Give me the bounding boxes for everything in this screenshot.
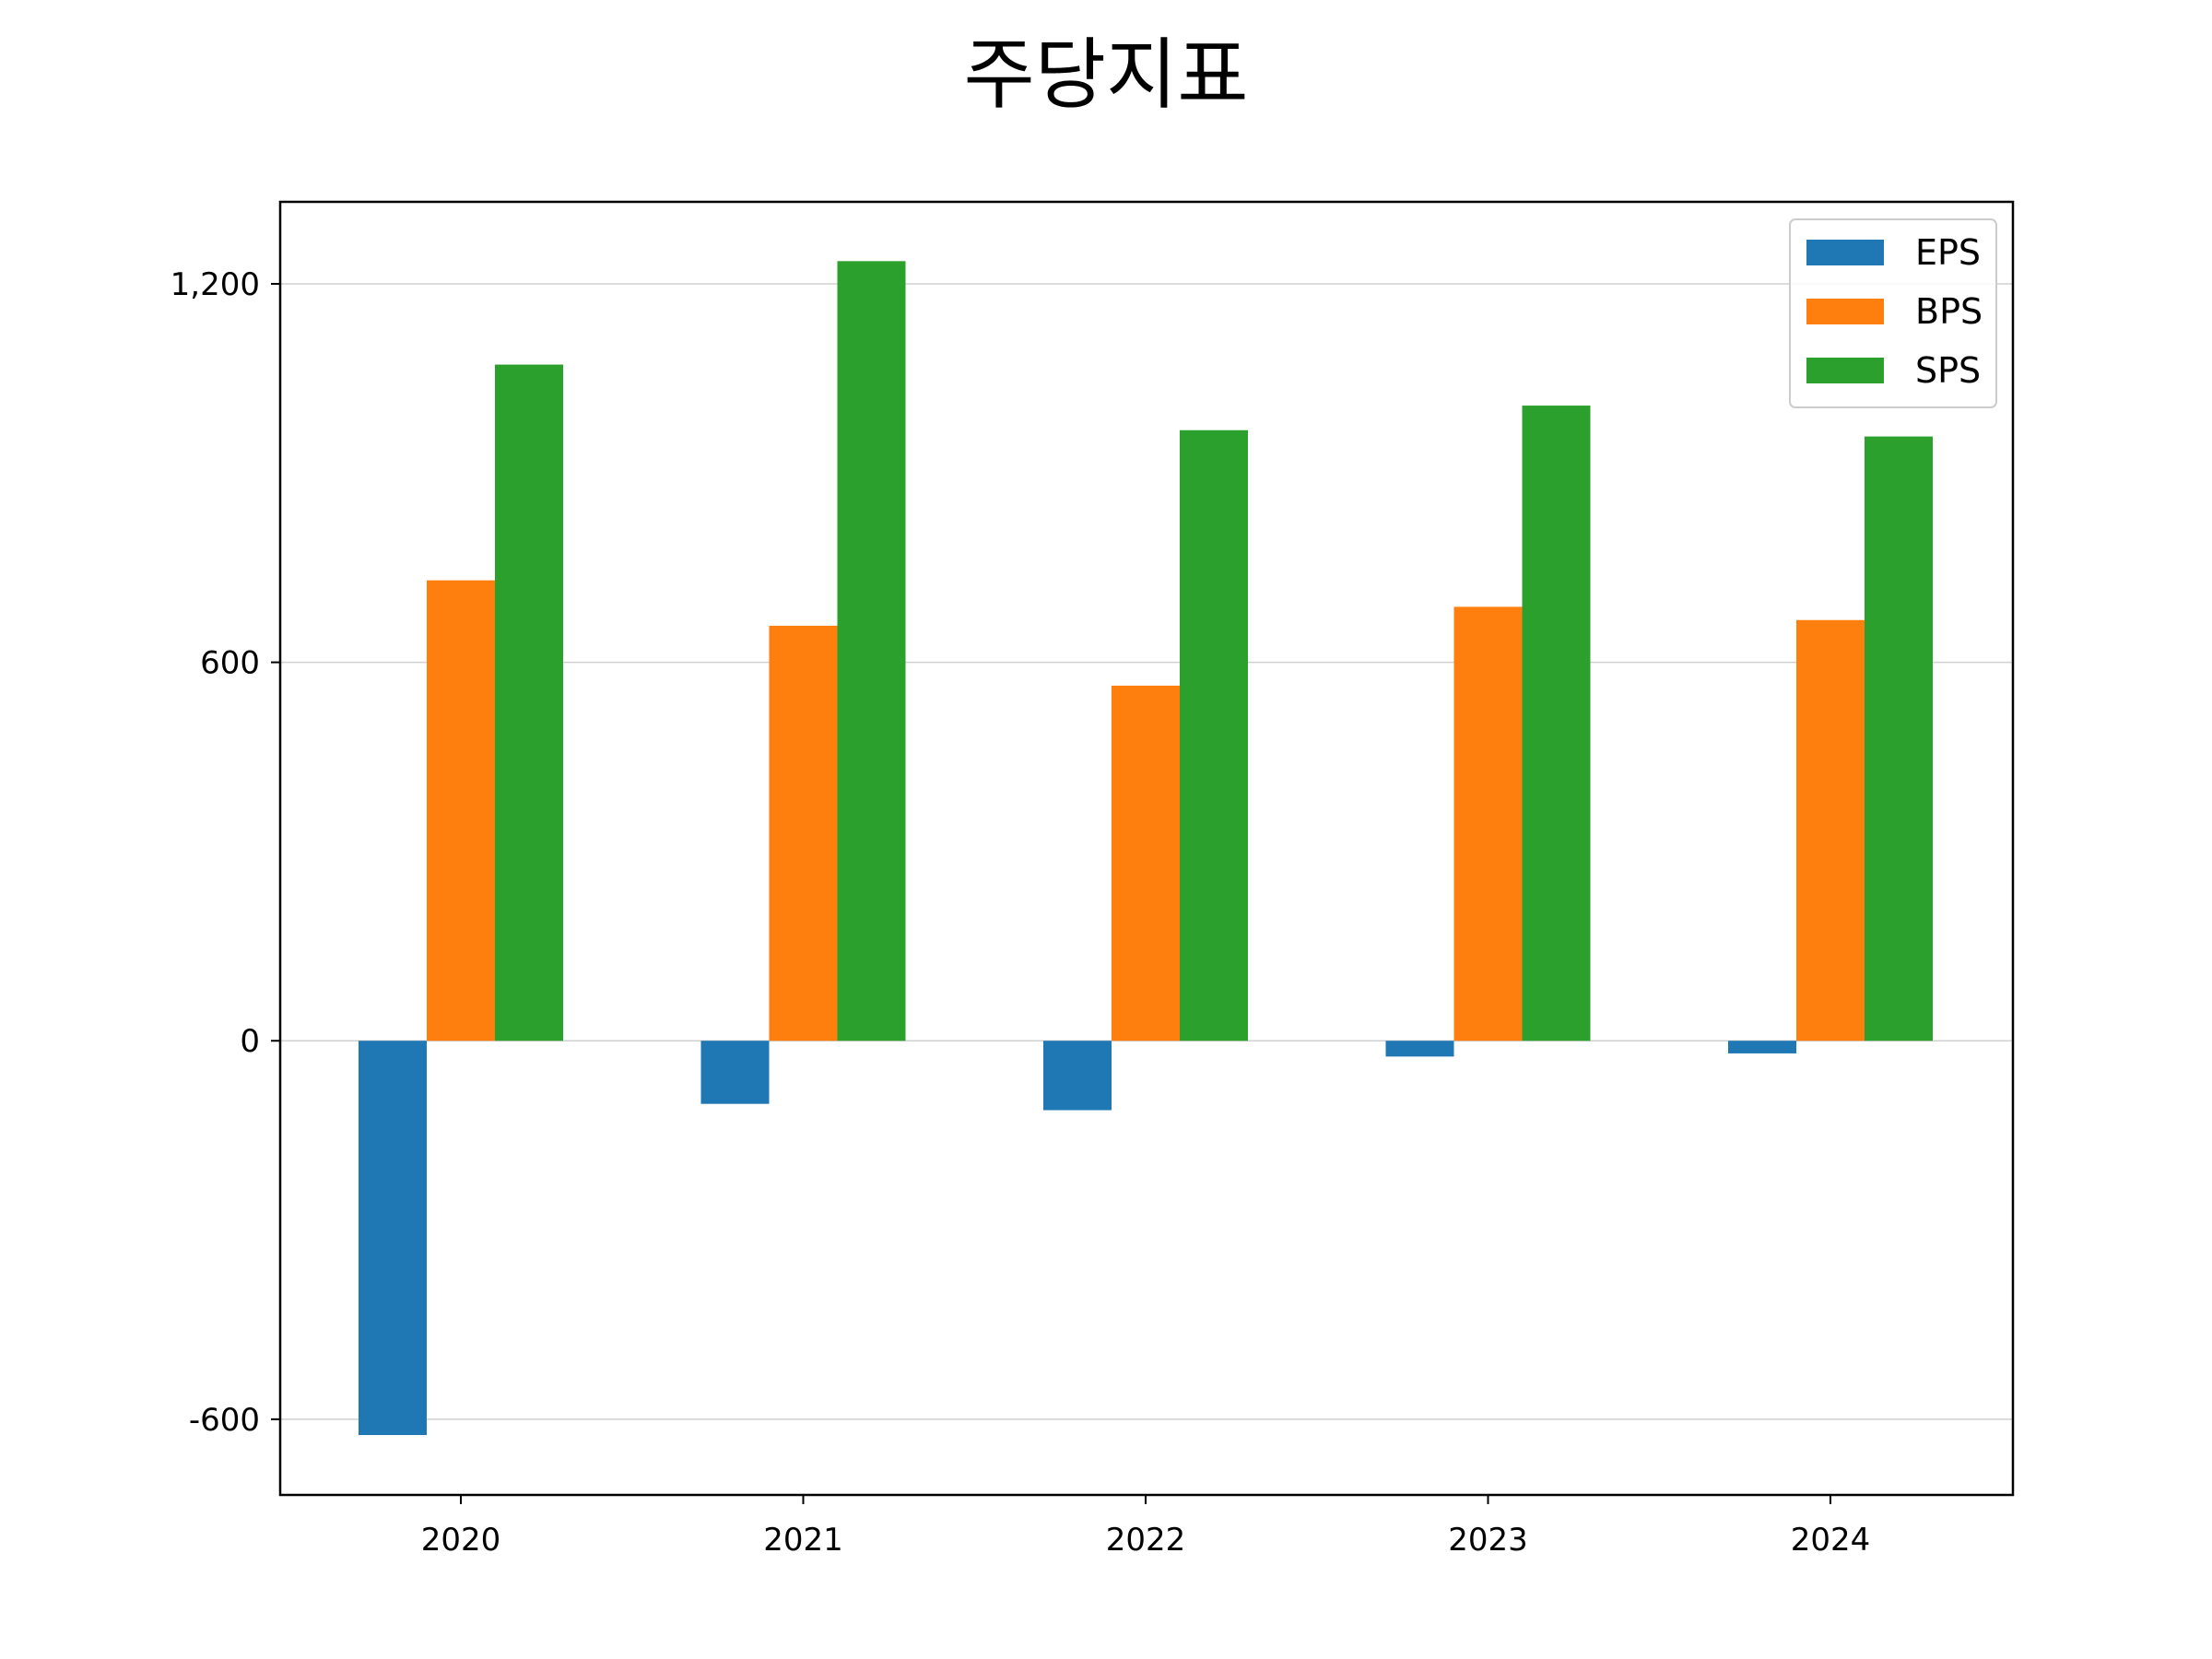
bar-bps-2023 xyxy=(1453,606,1523,1041)
legend-swatch-sps xyxy=(1806,358,1884,383)
bar-eps-2020 xyxy=(359,1041,427,1435)
bar-sps-2024 xyxy=(1865,436,1933,1041)
legend-label-eps: EPS xyxy=(1915,232,1981,273)
bar-eps-2021 xyxy=(700,1041,770,1104)
legend-label-sps: SPS xyxy=(1915,350,1981,391)
bar-eps-2024 xyxy=(1728,1041,1796,1053)
y-tick-label: -600 xyxy=(189,1402,260,1439)
legend-label-bps: BPS xyxy=(1915,291,1983,332)
x-tick-label: 2022 xyxy=(1106,1522,1186,1559)
x-tick-label: 2020 xyxy=(421,1522,501,1559)
x-tick-label: 2023 xyxy=(1448,1522,1528,1559)
bar-bps-2022 xyxy=(1112,685,1180,1041)
legend-swatch-eps xyxy=(1806,240,1884,265)
bar-sps-2022 xyxy=(1180,429,1248,1041)
chart-title: 주당지표 xyxy=(963,29,1249,120)
y-tick-label: 0 xyxy=(240,1023,260,1060)
x-tick-label: 2021 xyxy=(763,1522,843,1559)
x-tick-label: 2024 xyxy=(1791,1522,1871,1559)
bar-eps-2023 xyxy=(1385,1041,1454,1057)
bar-bps-2024 xyxy=(1796,619,1865,1041)
bar-sps-2020 xyxy=(495,364,563,1041)
legend-swatch-bps xyxy=(1806,299,1884,324)
legend: EPS BPS SPS xyxy=(1789,218,1997,408)
bars xyxy=(359,261,1933,1435)
bar-eps-2022 xyxy=(1043,1041,1112,1111)
bar-bps-2021 xyxy=(769,625,838,1041)
bar-sps-2023 xyxy=(1522,406,1591,1041)
bar-sps-2021 xyxy=(837,261,906,1041)
y-tick-label: 600 xyxy=(200,645,260,682)
y-tick-label: 1,200 xyxy=(171,266,260,303)
bar-bps-2020 xyxy=(427,580,495,1041)
axes: -600 0 600 1,200 2020 2021 2022 2023 2024 xyxy=(171,266,1871,1559)
